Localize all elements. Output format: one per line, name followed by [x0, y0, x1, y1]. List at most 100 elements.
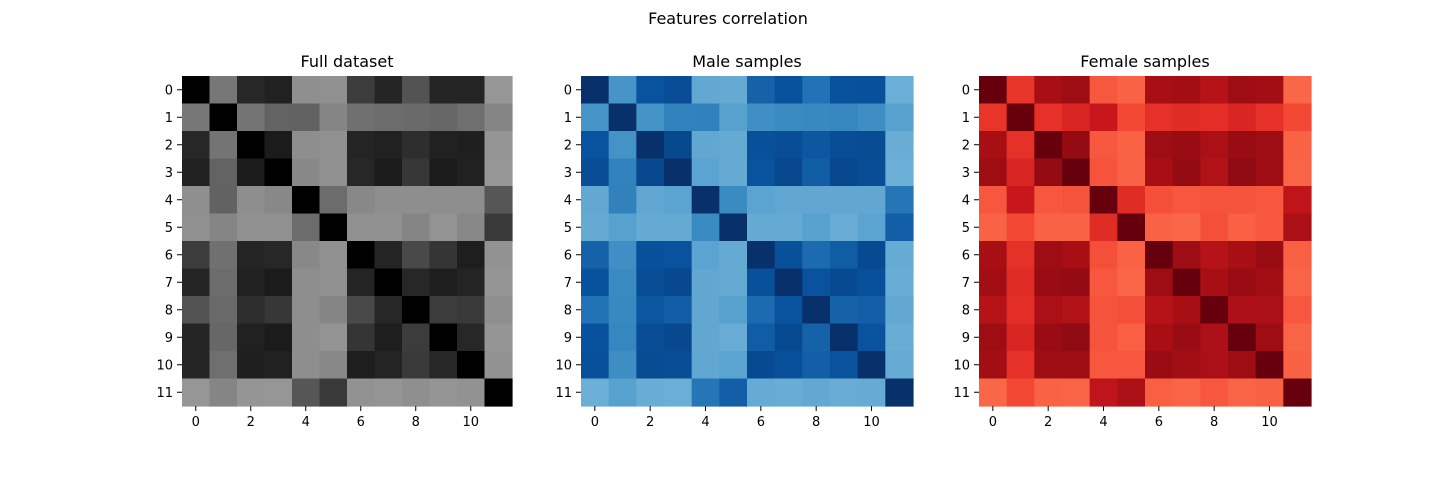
heatmap-cell — [429, 76, 458, 105]
heatmap-cell — [664, 296, 693, 325]
heatmap-cell — [1172, 213, 1201, 242]
heatmap-cell — [691, 76, 720, 105]
heatmap-cell — [429, 241, 458, 270]
heatmap-cell — [1062, 213, 1091, 242]
heatmap-cell — [802, 323, 831, 352]
heatmap-cell — [1089, 103, 1118, 132]
heatmap-cell — [664, 323, 693, 352]
heatmap-cell — [830, 351, 859, 380]
heatmap-cell — [209, 351, 238, 380]
heatmap-cell — [1172, 296, 1201, 325]
heatmap-cell — [292, 103, 321, 132]
heatmap-cell — [209, 158, 238, 187]
heatmap-cell — [857, 241, 886, 270]
heatmap-cell — [319, 351, 348, 380]
y-tick-label: 2 — [962, 138, 970, 153]
heatmap-cell — [1172, 158, 1201, 187]
heatmap-cell — [429, 103, 458, 132]
heatmap-cell — [885, 213, 914, 242]
heatmap-cell — [664, 103, 693, 132]
heatmap-cell — [237, 351, 266, 380]
heatmap-cell — [264, 296, 293, 325]
heatmap-cell — [1034, 158, 1063, 187]
x-tick-label: 4 — [1099, 415, 1107, 430]
heatmap-cell — [802, 103, 831, 132]
heatmap-cell — [209, 76, 238, 105]
x-tick-label: 4 — [302, 415, 310, 430]
heatmap-cell — [774, 241, 803, 270]
heatmap-cell — [719, 378, 748, 407]
panel-title: Female samples — [1080, 52, 1209, 71]
heatmap-cell — [830, 296, 859, 325]
heatmap-cell — [429, 213, 458, 242]
heatmap-cell — [347, 296, 376, 325]
heatmap-cell — [264, 213, 293, 242]
heatmap-cell — [719, 186, 748, 215]
heatmap-cell — [1089, 158, 1118, 187]
heatmap-cell — [182, 378, 211, 407]
heatmap-cell — [237, 76, 266, 105]
x-tick-label: 0 — [989, 415, 997, 430]
heatmap-cell — [237, 268, 266, 297]
heatmap-cell — [1283, 186, 1312, 215]
heatmap-cell — [691, 186, 720, 215]
heatmap-cell — [484, 158, 513, 187]
heatmap-cell — [857, 213, 886, 242]
heatmap-cell — [664, 131, 693, 160]
heatmap-cell — [1034, 378, 1063, 407]
heatmap-cell — [1006, 378, 1035, 407]
y-tick-label: 3 — [564, 166, 572, 181]
heatmap-cell — [857, 103, 886, 132]
heatmap-cell — [636, 76, 665, 105]
heatmap-cell — [374, 378, 403, 407]
heatmap-cell — [1062, 158, 1091, 187]
heatmap-cell — [830, 213, 859, 242]
heatmap-cell — [264, 241, 293, 270]
heatmap-cell — [347, 351, 376, 380]
heatmap-cell — [1117, 158, 1146, 187]
heatmap-cell — [691, 213, 720, 242]
heatmap-cell — [1200, 323, 1229, 352]
heatmap-cell — [830, 241, 859, 270]
heatmap-cell — [1117, 351, 1146, 380]
heatmap-cell — [1089, 131, 1118, 160]
heatmap-cell — [402, 76, 431, 105]
heatmap-cell — [319, 103, 348, 132]
heatmap-cell — [319, 268, 348, 297]
heatmap-cell — [581, 268, 610, 297]
heatmap-cell — [319, 186, 348, 215]
heatmap-cell — [319, 378, 348, 407]
heatmap-cell — [264, 103, 293, 132]
heatmap-cell — [374, 351, 403, 380]
heatmap-cell — [636, 213, 665, 242]
heatmap-cell — [691, 378, 720, 407]
heatmap-cell — [608, 241, 637, 270]
heatmap-cell — [292, 378, 321, 407]
heatmap-cell — [664, 268, 693, 297]
heatmap-cell — [979, 378, 1008, 407]
heatmap-cell — [1006, 103, 1035, 132]
heatmap-cell — [457, 131, 486, 160]
y-tick-label: 8 — [962, 303, 970, 318]
heatmap-cell — [1255, 131, 1284, 160]
heatmap-cell — [979, 213, 1008, 242]
heatmap-cell — [1228, 158, 1257, 187]
heatmap-cell — [429, 351, 458, 380]
x-tick-label: 0 — [591, 415, 599, 430]
heatmap-cell — [581, 158, 610, 187]
heatmap-cell — [1062, 241, 1091, 270]
heatmap-cell — [1117, 131, 1146, 160]
heatmap-cell — [747, 186, 776, 215]
x-tick-label: 6 — [757, 415, 765, 430]
heatmap-cell — [484, 378, 513, 407]
heatmap-cell — [1255, 378, 1284, 407]
heatmap-cell — [581, 296, 610, 325]
heatmap-cell — [457, 76, 486, 105]
x-tick-label: 8 — [412, 415, 420, 430]
heatmap-cell — [292, 76, 321, 105]
heatmap-cell — [802, 213, 831, 242]
heatmap-cell — [774, 76, 803, 105]
y-tick-label: 10 — [953, 358, 970, 373]
y-tick-label: 7 — [165, 276, 173, 291]
